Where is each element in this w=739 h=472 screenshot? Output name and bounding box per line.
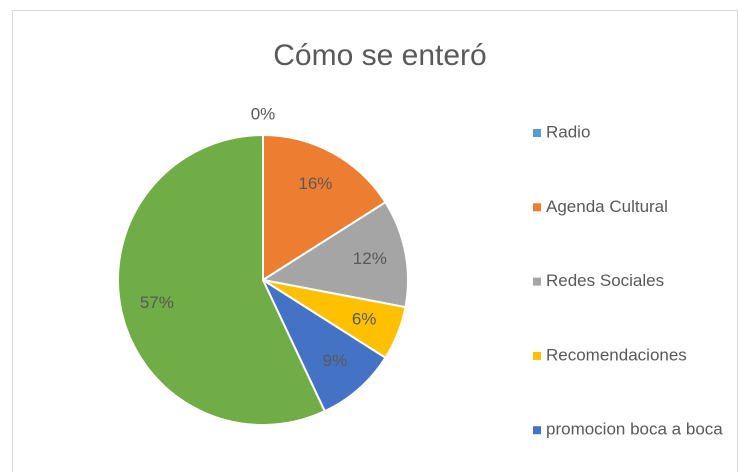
pie-slice xyxy=(260,200,409,309)
data-label: 9% xyxy=(323,351,348,370)
legend-label: Redes Sociales xyxy=(546,271,664,290)
legend-marker xyxy=(533,351,541,360)
legend-marker xyxy=(533,277,541,286)
legend-marker xyxy=(533,203,541,212)
legend-marker xyxy=(533,426,541,435)
data-label: 6% xyxy=(352,310,377,329)
legend-marker xyxy=(533,129,541,137)
data-label: 12% xyxy=(353,249,387,268)
data-label: 57% xyxy=(140,293,174,312)
legend-label: Recomendaciones xyxy=(546,345,687,364)
legend-label: Agenda Cultural xyxy=(546,197,668,216)
chart-title: Cómo se enteró xyxy=(273,39,486,72)
legend-label: Radio xyxy=(546,122,590,141)
pie-slice xyxy=(262,133,387,282)
pie-slice xyxy=(117,133,327,426)
legend-label: promocion boca a boca xyxy=(546,420,723,439)
pie-slice xyxy=(260,277,387,413)
data-label: 16% xyxy=(298,174,332,193)
data-label: 0% xyxy=(251,104,276,123)
